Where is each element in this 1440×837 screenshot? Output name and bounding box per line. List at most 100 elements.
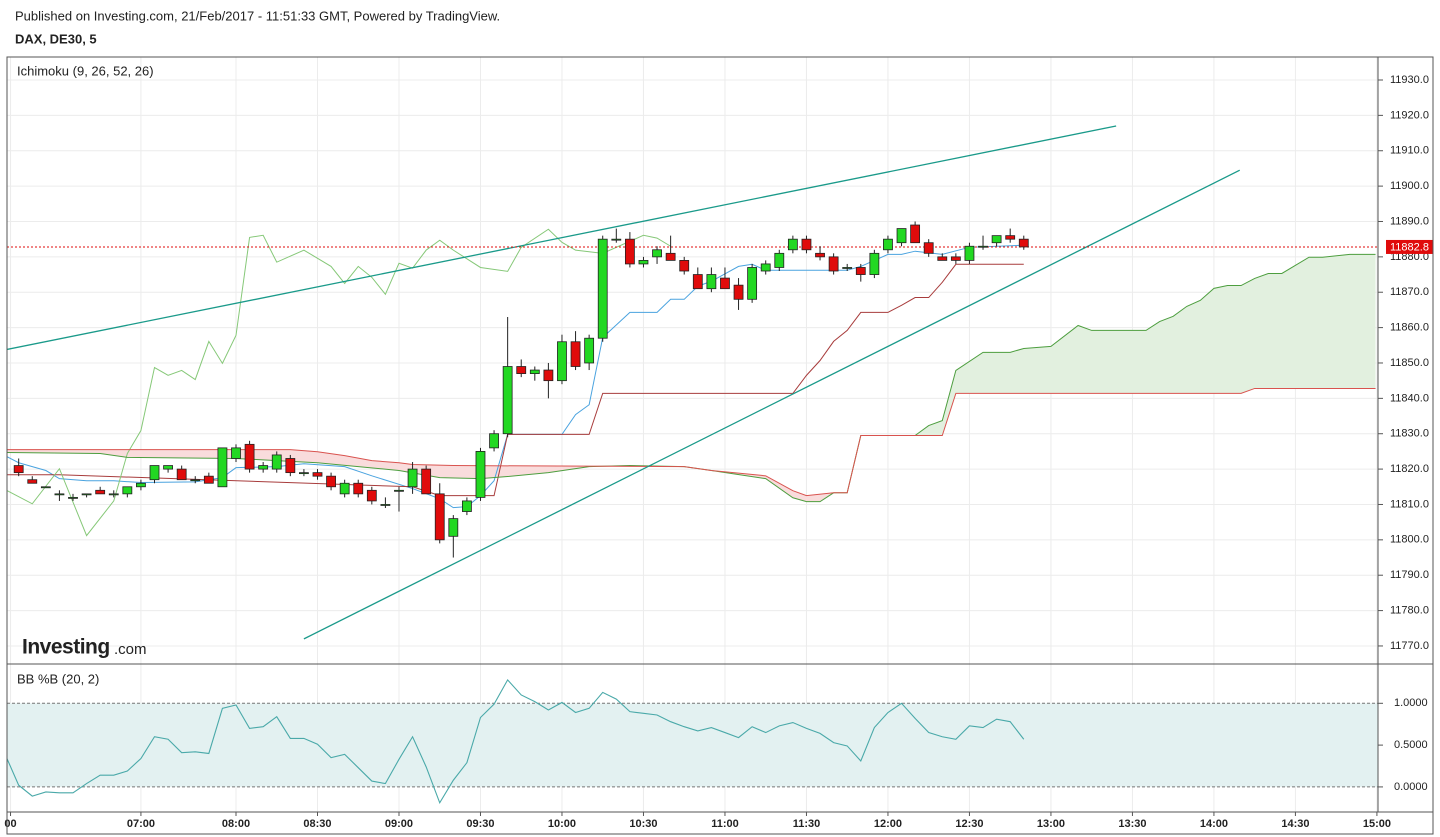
candle-body: [720, 277, 730, 290]
y-tick-label: 11860.0: [1390, 322, 1429, 334]
candle-body: [597, 238, 608, 339]
x-tick-label: 11:00: [711, 818, 739, 830]
y-tick-label: 11840.0: [1390, 392, 1429, 404]
x-tick-label: 12:00: [874, 818, 902, 830]
x-tick-label: 08:00: [222, 818, 250, 830]
y-tick-label: 11900.0: [1390, 180, 1429, 192]
candle-body: [353, 482, 364, 495]
candle-body: [665, 252, 676, 261]
symbol-title: DAX, DE30, 5: [15, 31, 97, 46]
cloud-bullish: [602, 254, 1376, 493]
candle-body: [434, 493, 445, 541]
candle-body: [40, 486, 51, 489]
candle-body: [570, 341, 581, 367]
candle-body: [1005, 235, 1016, 240]
band-fill: [7, 703, 1378, 787]
x-tick-label: 00: [4, 818, 16, 830]
candle-body: [231, 447, 241, 459]
indicator-line: [7, 253, 1376, 503]
published-note: Published on Investing.com, 21/Feb/2017 …: [15, 8, 500, 23]
candle-body: [679, 259, 690, 272]
candle-body: [978, 245, 988, 248]
candle-body: [27, 479, 38, 484]
y-tick-label: 11810.0: [1390, 498, 1429, 510]
y-tick-label: 11930.0: [1390, 74, 1429, 86]
y-tick-label: 11850.0: [1390, 357, 1429, 369]
candle-body: [815, 252, 825, 258]
candle-body: [611, 238, 622, 241]
main-plot: [7, 57, 1378, 664]
logo-suffix: .com: [114, 641, 147, 658]
y-tick-label: 11830.0: [1390, 428, 1429, 440]
candle-body: [652, 249, 662, 258]
candle-body: [869, 252, 880, 275]
candle-body: [366, 489, 377, 502]
candle-body: [258, 465, 269, 470]
candle-body: [883, 238, 893, 251]
candle-body: [950, 256, 961, 261]
candle-body: [638, 259, 649, 265]
y-tick-label: 11800.0: [1390, 534, 1429, 546]
y-tick-label: 11780.0: [1390, 604, 1429, 616]
candle-body: [81, 493, 92, 496]
candle-body: [937, 256, 948, 261]
candle-body: [461, 500, 472, 512]
candle-body: [54, 493, 65, 496]
candle-body: [624, 238, 635, 265]
trend-line: [7, 125, 1117, 351]
candle-body: [68, 496, 78, 499]
candle-body: [706, 274, 717, 290]
candle-body: [787, 238, 798, 251]
x-tick-label: 14:30: [1281, 818, 1309, 830]
candle-body: [842, 267, 853, 269]
last-price-label: 11882.8: [1390, 241, 1429, 253]
candle-body: [176, 468, 187, 481]
x-tick-label: 10:30: [629, 818, 657, 830]
candle-body: [828, 256, 839, 272]
x-tick-label: 07:00: [127, 818, 155, 830]
candle-body: [747, 267, 758, 300]
candle-body: [190, 479, 201, 482]
candle-body: [1018, 238, 1029, 248]
candle-body: [584, 337, 595, 364]
candle-body: [95, 489, 106, 495]
candle-body: [285, 458, 296, 474]
candle-body: [407, 468, 418, 488]
candle-body: [299, 472, 309, 475]
x-tick-label: 14:00: [1200, 818, 1228, 830]
candle-body: [122, 486, 133, 495]
x-tick-label: 08:30: [303, 818, 331, 830]
frame: [6, 56, 1434, 835]
candle-body: [163, 465, 173, 470]
candle-body: [149, 465, 160, 481]
candle-body: [557, 341, 567, 382]
bb-line: [7, 678, 1025, 805]
candle-body: [529, 369, 540, 374]
candle-body: [271, 454, 282, 470]
candle-body: [801, 238, 812, 251]
candle-body: [692, 274, 703, 290]
x-tick-label: 10:00: [548, 818, 576, 830]
candle-body: [339, 482, 350, 495]
indicator-line: [7, 228, 671, 537]
y-tick-label: 11820.0: [1390, 463, 1429, 475]
y-tick-label: 11770.0: [1390, 640, 1429, 652]
x-tick-label: 11:30: [793, 818, 821, 830]
candle-body: [108, 493, 119, 496]
x-tick-label: 13:00: [1037, 818, 1065, 830]
indicator-line: [7, 387, 1376, 497]
trend-line: [303, 169, 1241, 640]
x-tick-label: 12:30: [955, 818, 983, 830]
candle-body: [203, 475, 214, 484]
bb-plot: [7, 664, 1378, 812]
candle-body: [733, 284, 744, 300]
candle-body: [964, 245, 975, 261]
y-tick-label: 1.0000: [1394, 697, 1428, 709]
candle-body: [217, 447, 228, 488]
candle-body: [13, 465, 24, 474]
candle-body: [489, 433, 499, 449]
ichimoku-label: Ichimoku (9, 26, 52, 26): [17, 63, 154, 78]
candle-body: [855, 267, 866, 275]
